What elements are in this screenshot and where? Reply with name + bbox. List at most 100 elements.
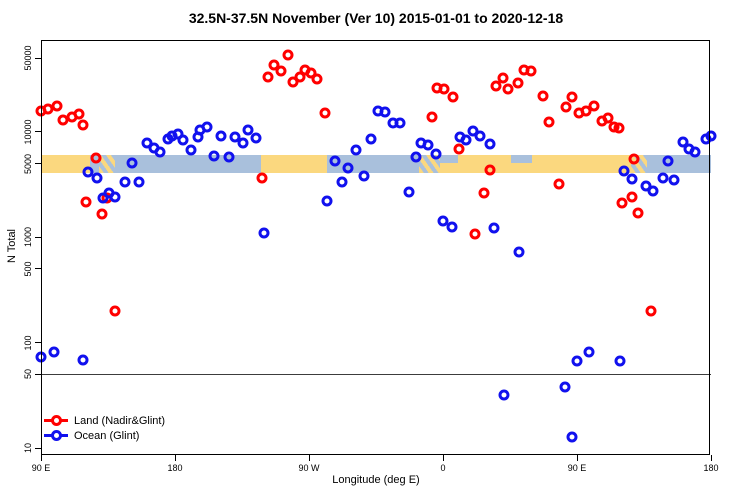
ocean-point	[647, 185, 659, 197]
land-point	[478, 187, 490, 199]
x-tick	[40, 455, 42, 461]
land-point	[90, 152, 102, 164]
x-tick	[710, 455, 712, 461]
land-point	[256, 172, 268, 184]
ocean-point	[229, 131, 241, 143]
y-tick	[35, 236, 41, 238]
y-tick-label: 500	[23, 261, 33, 277]
ocean-point	[422, 139, 434, 151]
ocean-point	[618, 165, 630, 177]
ocean-point	[498, 389, 510, 401]
land-point	[275, 65, 287, 77]
ocean-point	[336, 176, 348, 188]
ocean-point	[126, 157, 138, 169]
land-point	[497, 72, 509, 84]
legend-label-ocean: Ocean (Glint)	[74, 429, 140, 442]
chart-title: 32.5N-37.5N November (Ver 10) 2015-01-01…	[188, 10, 564, 26]
ocean-point	[133, 176, 145, 188]
ocean-point	[358, 170, 370, 182]
land-point	[502, 83, 514, 95]
band-segment-ocean	[646, 155, 711, 173]
land-point	[645, 305, 657, 317]
land-point	[426, 111, 438, 123]
y-tick-label: 1000	[23, 227, 33, 248]
band-segment-land	[532, 155, 631, 173]
ocean-point	[410, 151, 422, 163]
ocean-point	[237, 137, 249, 149]
land-point	[560, 101, 572, 113]
x-tick-label: 180	[703, 463, 719, 473]
ocean-point	[35, 351, 47, 363]
ocean-point	[185, 144, 197, 156]
y-tick-label: 5000	[23, 153, 33, 174]
land-point	[469, 228, 481, 240]
ocean-point	[394, 117, 406, 129]
land-point	[613, 122, 625, 134]
ocean-point	[583, 346, 595, 358]
ocean-point	[258, 227, 270, 239]
land-point	[566, 91, 578, 103]
ocean-point	[321, 195, 333, 207]
x-tick-label: 90 W	[298, 463, 320, 473]
legend-item-land: Land (Nadir&Glint)	[44, 413, 165, 428]
y-tick-label: 50000	[23, 45, 33, 71]
band-segment-land	[261, 155, 327, 173]
y-tick-label: 50	[23, 369, 33, 380]
land-point	[453, 143, 465, 155]
ocean-point	[223, 151, 235, 163]
land-point	[588, 100, 600, 112]
ocean-point	[446, 221, 458, 233]
land-point	[96, 208, 108, 220]
ocean-point	[201, 121, 213, 133]
ocean-point	[668, 174, 680, 186]
x-tick-label: 0	[440, 463, 446, 473]
y-tick-label: 10	[23, 442, 33, 454]
ocean-point	[484, 138, 496, 150]
ocean-marker-icon	[44, 430, 68, 441]
land-point	[602, 112, 614, 124]
ocean-point	[342, 162, 354, 174]
ocean-point	[571, 355, 583, 367]
land-point	[484, 164, 496, 176]
land-point	[490, 80, 502, 92]
ocean-point	[437, 215, 449, 227]
ocean-point	[705, 130, 717, 142]
ocean-point	[488, 222, 500, 234]
x-axis-label: Longitude (deg E)	[332, 474, 420, 486]
ocean-point	[626, 173, 638, 185]
y-tick	[35, 268, 41, 270]
ocean-point	[430, 148, 442, 160]
land-point	[311, 73, 323, 85]
ocean-point	[215, 130, 227, 142]
legend-item-ocean: Ocean (Glint)	[44, 428, 165, 443]
land-point	[525, 65, 537, 77]
land-point	[512, 77, 524, 89]
ocean-point	[614, 355, 626, 367]
band-segment-ocean	[326, 155, 420, 173]
ocean-point	[109, 191, 121, 203]
y-tick-label: 10000	[23, 119, 33, 145]
ocean-point	[657, 172, 669, 184]
band-segment-split	[440, 155, 458, 173]
y-axis-label: N Total	[6, 228, 18, 264]
ocean-point	[689, 146, 701, 158]
land-point	[628, 153, 640, 165]
y-tick	[35, 342, 41, 344]
ocean-point	[566, 431, 578, 443]
ocean-point	[154, 146, 166, 158]
ocean-point	[350, 144, 362, 156]
ocean-point	[365, 133, 377, 145]
land-point	[319, 107, 331, 119]
band-segment-ocean	[90, 155, 100, 173]
y-tick	[35, 447, 41, 449]
land-point	[282, 49, 294, 61]
x-tick	[308, 455, 310, 461]
land-point	[543, 116, 555, 128]
x-tick-label: 90 E	[567, 463, 587, 473]
land-point	[80, 196, 92, 208]
ocean-point	[77, 354, 89, 366]
band-segment-mixed	[99, 155, 116, 173]
band-segment-land	[41, 155, 91, 173]
ocean-point	[677, 136, 689, 148]
